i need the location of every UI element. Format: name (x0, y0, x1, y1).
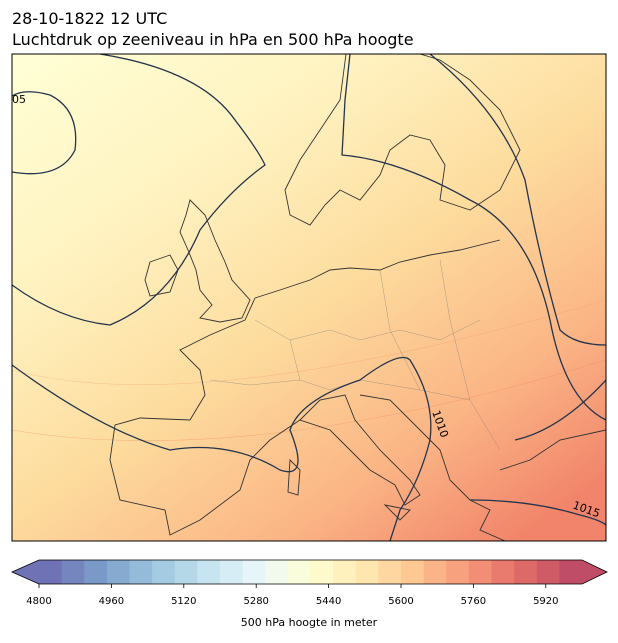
colorbar-tick-label: 5760 (461, 596, 486, 607)
colorbar-tick-label: 5920 (533, 596, 558, 607)
colorbar-extend (12, 560, 39, 584)
colorbar-tick-label: 4800 (26, 596, 51, 607)
coastline (109, 297, 301, 536)
colorbar-segment (378, 560, 402, 584)
colorbar-segment (106, 560, 130, 584)
colorbar-tick-label: 5280 (243, 596, 268, 607)
colorbar-tick-label: 5600 (388, 596, 413, 607)
colorbar-segment (446, 560, 470, 584)
isobar (12, 356, 432, 541)
title-line2: Luchtdruk op zeeniveau in hPa en 500 hPa… (12, 30, 414, 49)
colorbar-segment (84, 560, 108, 584)
isobar (514, 379, 606, 441)
coastline (284, 54, 521, 226)
isobar (341, 54, 606, 421)
colorbar-segment (559, 560, 583, 584)
colorbar-extend (582, 560, 607, 584)
colorbar-segment (491, 560, 515, 584)
coastline (179, 199, 251, 323)
map-field (12, 54, 606, 541)
isobar (469, 499, 606, 526)
colorbar-segment (287, 560, 311, 584)
coastline (254, 239, 501, 299)
colorbar-segment (242, 560, 266, 584)
map-frame (11, 53, 607, 542)
colorbar-segment (355, 560, 379, 584)
colorbar-segment (152, 560, 176, 584)
colorbar-label: 500 hPa hoogte in meter (241, 616, 378, 629)
colorbar-segment (514, 560, 538, 584)
isobar (429, 54, 606, 346)
isobar (12, 54, 266, 326)
colorbar-segment (61, 560, 85, 584)
coastline (359, 394, 606, 541)
colorbar-segment (423, 560, 447, 584)
colorbar-outline (11, 559, 608, 585)
colorbar-tick-label: 5440 (316, 596, 341, 607)
colorbar-segment (401, 560, 425, 584)
colorbar-segment (197, 560, 221, 584)
colorbar-segment (265, 560, 289, 584)
coastline (299, 394, 421, 506)
map: 05 1010 1015 (12, 54, 606, 541)
colorbar-segment (39, 560, 63, 584)
colorbar: 4800 4960 5120 5280 5440 5600 5760 5920 (11, 559, 608, 607)
colorbar-segment (310, 560, 334, 584)
colorbar-tick-label: 5120 (171, 596, 196, 607)
contour-label: 05 (12, 93, 26, 106)
colorbar-segment (536, 560, 560, 584)
coastline (144, 254, 179, 297)
colorbar-segment (220, 560, 244, 584)
isobar (12, 91, 77, 175)
colorbar-segment (468, 560, 492, 584)
title-line1: 28-10-1822 12 UTC (12, 9, 167, 28)
colorbar-segment (174, 560, 198, 584)
colorbar-segment (129, 560, 153, 584)
colorbar-tick-label: 4960 (99, 596, 124, 607)
colorbar-segment (333, 560, 357, 584)
